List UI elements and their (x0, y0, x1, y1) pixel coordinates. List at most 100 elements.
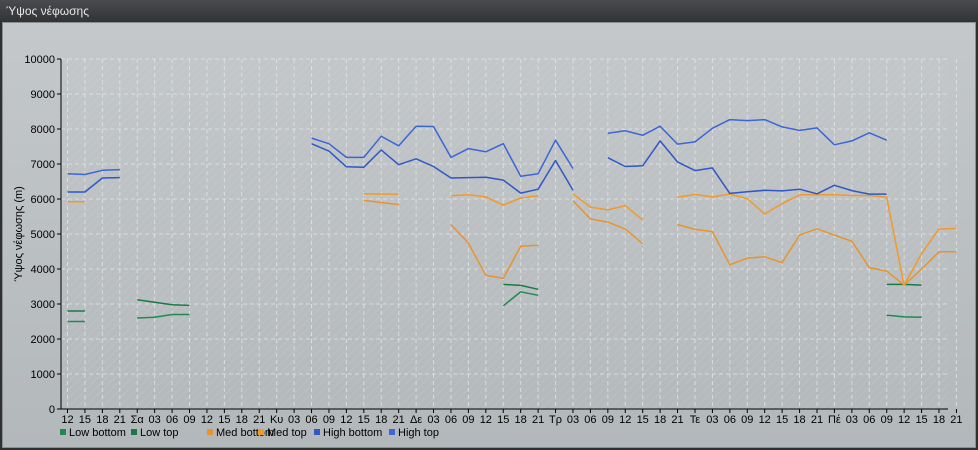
x-tick-label: Τε (690, 414, 701, 426)
x-tick-label: Δε (410, 414, 422, 426)
legend-swatch (131, 429, 137, 435)
x-tick-label: 18 (793, 414, 805, 426)
x-tick-label: 12 (898, 414, 910, 426)
y-tick-label: 8000 (31, 124, 55, 136)
x-tick-label: 18 (933, 414, 945, 426)
series-line-high-top (607, 118, 887, 146)
legend-label: High bottom (323, 427, 382, 439)
legend-swatch (258, 429, 264, 435)
x-tick-label: 06 (584, 414, 596, 426)
y-tick-label: 10000 (24, 54, 55, 66)
series-line-med-bottom (677, 223, 957, 286)
x-tick-label: 12 (201, 414, 213, 426)
y-tick-label: 3000 (31, 299, 55, 311)
series-line-med-bottom (450, 223, 539, 280)
legend-label: Med top (267, 427, 307, 439)
x-tick-label: 15 (79, 414, 91, 426)
x-tick-label: 18 (515, 414, 527, 426)
x-tick-label: 12 (480, 414, 492, 426)
x-tick-label: 21 (950, 414, 962, 426)
x-tick-label: 12 (619, 414, 631, 426)
y-tick-label: 4000 (31, 264, 55, 276)
legend-label: Med bottom (216, 427, 274, 439)
x-tick-label: 18 (236, 414, 248, 426)
x-tick-label: 03 (427, 414, 439, 426)
series-line-low-top (503, 283, 539, 291)
legend-swatch (207, 429, 213, 435)
y-tick-label: 5000 (31, 229, 55, 241)
series-line-med-top (677, 193, 957, 287)
series-line-med-bottom (363, 199, 399, 206)
x-tick-label: 21 (253, 414, 265, 426)
x-tick-label: 09 (602, 414, 614, 426)
series-lines (67, 118, 957, 323)
x-tick-label: 21 (671, 414, 683, 426)
x-tick-label: 21 (114, 414, 126, 426)
y-tick-label: 2000 (31, 334, 55, 346)
x-tick-label: 15 (497, 414, 509, 426)
x-tick-label: 03 (288, 414, 300, 426)
y-tick-label: 9000 (31, 89, 55, 101)
x-tick-label: Κυ (270, 414, 283, 426)
x-tick-label: 18 (375, 414, 387, 426)
x-tick-label: 12 (759, 414, 771, 426)
x-tick-label: 06 (863, 414, 875, 426)
series-line-low-bottom (137, 313, 190, 319)
axes: 0 1000 2000 3000 4000 5000 6000 7000 8000 9000 100… (13, 54, 963, 426)
legend-swatch (314, 429, 320, 435)
x-tick-label: 06 (445, 414, 457, 426)
x-tick-label: 15 (358, 414, 370, 426)
series-line-low-bottom (502, 291, 539, 307)
x-tick-label: 15 (218, 414, 230, 426)
legend-label: High top (398, 427, 439, 439)
series-line-low-top (137, 299, 190, 307)
x-tick-label: 12 (340, 414, 352, 426)
series-line-high-bottom (67, 176, 120, 193)
x-tick-label: 03 (706, 414, 718, 426)
legend-swatch (389, 429, 395, 435)
x-tick-label: 03 (149, 414, 161, 426)
x-tick-label: Τρ (549, 414, 562, 426)
y-tick-label: 1000 (31, 369, 55, 381)
series-line-high-top (67, 168, 120, 176)
series-line-high-bottom (607, 140, 887, 195)
legend-swatch (60, 429, 66, 435)
y-tick-label: 0 (49, 404, 55, 416)
x-tick-label: 09 (462, 414, 474, 426)
x-tick-label: 06 (724, 414, 736, 426)
legend-label: Low bottom (69, 427, 126, 439)
x-tick-label: 06 (305, 414, 317, 426)
series-line-med-top (450, 194, 539, 207)
series-line-high-top (311, 125, 574, 178)
series-line-low-bottom (886, 314, 922, 319)
x-tick-label: 06 (166, 414, 178, 426)
x-tick-label: 09 (183, 414, 195, 426)
y-tick-label: 6000 (31, 194, 55, 206)
x-tick-label: 09 (741, 414, 753, 426)
legend-label: Low top (140, 427, 179, 439)
x-tick-label: 12 (61, 414, 73, 426)
x-tick-label: Πέ (828, 414, 841, 426)
x-tick-label: 15 (915, 414, 927, 426)
x-tick-label: 21 (811, 414, 823, 426)
y-axis-label: Ύψος νέφωσης (m) (13, 186, 25, 282)
series-line-med-bottom (572, 200, 644, 245)
x-tick-label: Σα (131, 414, 145, 426)
series-line-med-top (572, 193, 644, 221)
y-tick-label: 7000 (31, 159, 55, 171)
x-tick-label: 03 (567, 414, 579, 426)
x-tick-label: 18 (96, 414, 108, 426)
x-tick-label: 21 (393, 414, 405, 426)
x-tick-label: 03 (846, 414, 858, 426)
series-line-high-bottom (311, 143, 574, 194)
x-tick-label: 21 (532, 414, 544, 426)
x-tick-label: 15 (776, 414, 788, 426)
x-tick-label: 09 (323, 414, 335, 426)
x-tick-label: 09 (881, 414, 893, 426)
window-title: Ύψος νέφωσης (6, 4, 89, 18)
x-tick-label: 15 (637, 414, 649, 426)
window-titlebar: Ύψος νέφωσης (0, 0, 978, 22)
